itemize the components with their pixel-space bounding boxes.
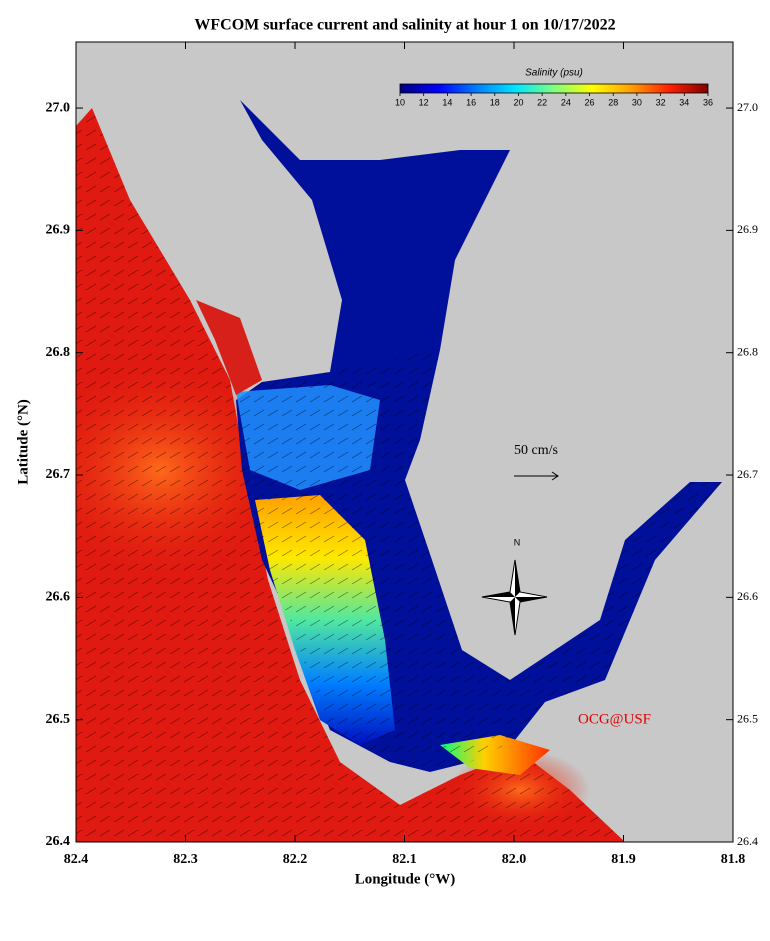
scale-arrow-head — [551, 471, 559, 481]
colorbar-tick-label: 18 — [490, 97, 500, 107]
x-tick-label: 81.8 — [721, 852, 746, 867]
map-area — [76, 42, 733, 842]
colorbar-tick-label: 16 — [466, 97, 476, 107]
y-tick-label: 26.4 — [46, 834, 71, 849]
y-tick-label: 26.9 — [46, 223, 71, 238]
compass-north: N — [514, 537, 521, 547]
colorbar — [399, 83, 709, 94]
x-tick-label: 82.3 — [173, 852, 198, 867]
x-tick-label: 82.2 — [283, 852, 308, 867]
colorbar-label: Salinity (psu) — [525, 68, 583, 79]
x-tick-label: 82.1 — [392, 852, 417, 867]
scale-label: 50 cm/s — [514, 443, 558, 458]
y-tick-label-right: 26.5 — [737, 711, 758, 725]
y-tick-label: 26.5 — [46, 712, 71, 727]
compass-shade — [482, 560, 547, 635]
colorbar-tick-label: 24 — [561, 97, 571, 107]
colorbar-tick-label: 10 — [395, 97, 405, 107]
colorbar-tick-label: 36 — [703, 97, 713, 107]
x-tick-label: 82.0 — [502, 852, 527, 867]
y-tick-label: 26.7 — [46, 467, 71, 482]
y-tick-label-right: 26.8 — [737, 344, 758, 358]
x-tick-label: 81.9 — [611, 852, 636, 867]
y-tick-label-right: 26.6 — [737, 589, 758, 603]
lemon-bay — [196, 300, 262, 395]
y-tick-label: 27.0 — [46, 100, 71, 115]
colorbar-tick-label: 22 — [537, 97, 547, 107]
colorbar-tick-label: 30 — [632, 97, 642, 107]
colorbar-tick-label: 28 — [608, 97, 618, 107]
colorbar-tick-label: 14 — [442, 97, 452, 107]
credit: OCG@USF — [578, 711, 651, 727]
y-tick-label: 26.8 — [46, 345, 71, 360]
y-axis-label: Latitude (°N) — [15, 399, 31, 485]
colorbar-tick-label: 32 — [656, 97, 666, 107]
colorbar-tick-label: 26 — [585, 97, 595, 107]
y-tick-label-right: 27.0 — [737, 100, 758, 114]
x-axis-label: Longitude (°W) — [355, 871, 456, 887]
y-tick-label-right: 26.7 — [737, 467, 758, 481]
y-tick-label-right: 26.4 — [737, 834, 758, 848]
x-tick-label: 82.4 — [64, 852, 89, 867]
colorbar-tick-label: 34 — [679, 97, 689, 107]
harbor-vectors — [236, 350, 722, 772]
compass: N — [481, 537, 548, 636]
y-tick-label-right: 26.9 — [737, 222, 758, 236]
title: WFCOM surface current and salinity at ho… — [194, 17, 615, 34]
y-tick-label: 26.6 — [46, 590, 71, 605]
colorbar-tick-label: 20 — [513, 97, 523, 107]
colorbar-tick-label: 12 — [419, 97, 429, 107]
current-vectors — [76, 108, 625, 842]
